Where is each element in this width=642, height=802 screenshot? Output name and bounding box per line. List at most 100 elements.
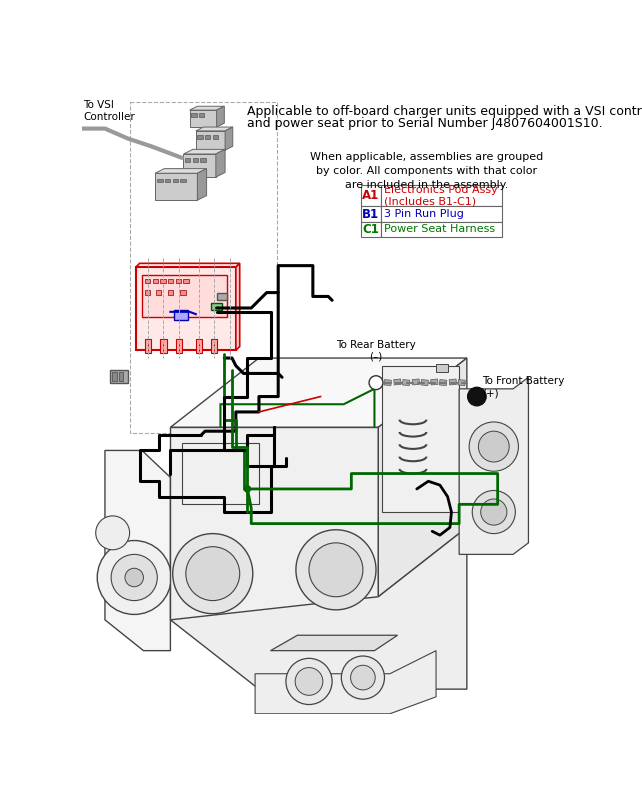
Bar — [160, 279, 166, 283]
Polygon shape — [216, 149, 225, 177]
Polygon shape — [189, 106, 224, 110]
Bar — [145, 279, 150, 283]
Bar — [449, 379, 456, 385]
Polygon shape — [382, 366, 459, 512]
Circle shape — [111, 554, 157, 601]
Polygon shape — [105, 451, 170, 650]
Circle shape — [351, 666, 375, 690]
Polygon shape — [225, 127, 233, 150]
Text: Electronics Pod Assy
(Includes B1-C1): Electronics Pod Assy (Includes B1-C1) — [384, 184, 498, 206]
Bar — [153, 279, 158, 283]
Text: To Rear Battery
(–): To Rear Battery (–) — [336, 340, 416, 362]
Polygon shape — [170, 358, 467, 427]
Bar — [394, 379, 401, 385]
Circle shape — [286, 658, 332, 704]
Polygon shape — [184, 149, 225, 154]
Circle shape — [296, 530, 376, 610]
Text: C1: C1 — [362, 223, 379, 236]
Polygon shape — [196, 127, 233, 131]
Bar — [185, 158, 191, 162]
Bar — [196, 338, 202, 353]
Bar — [381, 206, 502, 221]
Text: and power seat prior to Serial Number J4807604001S10.: and power seat prior to Serial Number J4… — [247, 117, 603, 130]
Polygon shape — [135, 263, 239, 267]
Polygon shape — [135, 267, 236, 350]
Circle shape — [467, 387, 486, 406]
Bar — [197, 135, 203, 139]
Bar — [191, 113, 196, 117]
Bar — [412, 379, 420, 385]
Bar — [361, 221, 381, 237]
Bar — [145, 290, 150, 295]
Bar — [160, 338, 166, 353]
Circle shape — [369, 376, 383, 390]
Bar — [361, 184, 381, 206]
Circle shape — [309, 543, 363, 597]
Polygon shape — [255, 650, 436, 714]
Polygon shape — [155, 168, 207, 173]
Bar — [189, 110, 216, 127]
Bar — [173, 179, 178, 183]
Circle shape — [469, 422, 519, 472]
Text: 3 Pin Run Plug: 3 Pin Run Plug — [384, 209, 464, 219]
Bar — [112, 372, 116, 381]
Bar — [216, 293, 227, 300]
Bar — [211, 338, 218, 353]
Circle shape — [125, 569, 143, 587]
Circle shape — [473, 491, 516, 533]
Bar — [431, 379, 438, 385]
Text: B1: B1 — [362, 208, 379, 221]
Polygon shape — [378, 358, 467, 597]
Polygon shape — [270, 635, 397, 650]
Polygon shape — [197, 168, 207, 200]
Text: Power Seat Harness: Power Seat Harness — [384, 225, 495, 234]
Bar — [193, 158, 198, 162]
Bar — [145, 338, 151, 353]
Bar — [130, 103, 277, 434]
Bar — [458, 379, 465, 386]
Circle shape — [478, 431, 509, 462]
Text: To VSI
Controller: To VSI Controller — [83, 100, 135, 122]
Bar — [361, 206, 381, 221]
Bar — [168, 290, 173, 295]
Bar — [439, 379, 447, 386]
Bar — [168, 279, 173, 283]
Bar — [174, 310, 188, 319]
Polygon shape — [236, 263, 239, 350]
Polygon shape — [170, 528, 467, 689]
Bar — [176, 279, 181, 283]
Circle shape — [96, 516, 130, 549]
Circle shape — [295, 667, 323, 695]
Bar — [176, 338, 182, 353]
Text: When applicable, assemblies are grouped
by color. All components with that color: When applicable, assemblies are grouped … — [310, 152, 543, 190]
Bar — [381, 221, 502, 237]
Bar — [436, 364, 447, 372]
Bar — [110, 370, 128, 383]
Polygon shape — [170, 427, 378, 620]
Bar — [196, 131, 225, 150]
Circle shape — [173, 533, 253, 614]
Polygon shape — [216, 106, 224, 127]
Bar — [184, 154, 216, 177]
Bar — [157, 179, 162, 183]
Bar — [211, 302, 222, 310]
Bar — [200, 158, 206, 162]
Text: Applicable to off-board charger units equipped with a VSI controller: Applicable to off-board charger units eq… — [247, 106, 642, 119]
Bar — [421, 379, 428, 386]
Bar — [381, 184, 502, 206]
Bar — [180, 290, 186, 295]
Circle shape — [186, 547, 239, 601]
Bar — [384, 379, 392, 386]
Bar — [165, 179, 170, 183]
Bar — [119, 372, 123, 381]
Circle shape — [481, 499, 507, 525]
Bar — [182, 443, 259, 504]
Bar — [142, 275, 227, 318]
Polygon shape — [459, 377, 528, 554]
Bar — [213, 135, 218, 139]
Circle shape — [342, 656, 385, 699]
Bar — [403, 379, 410, 386]
Bar — [156, 290, 161, 295]
Circle shape — [245, 486, 250, 492]
Bar — [205, 135, 211, 139]
